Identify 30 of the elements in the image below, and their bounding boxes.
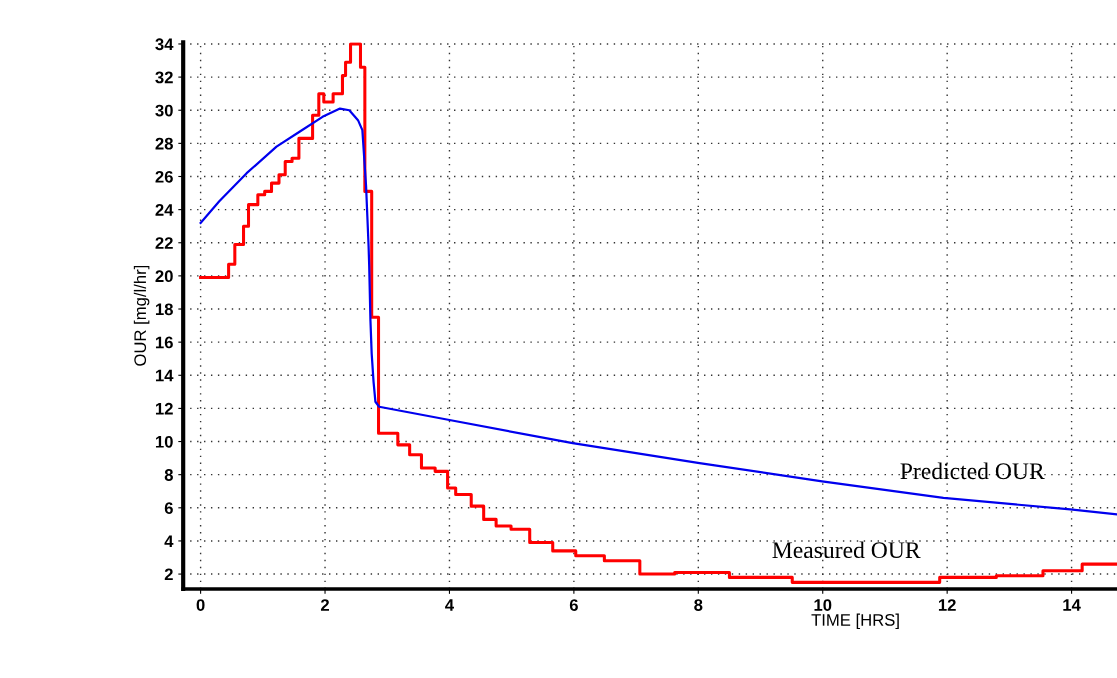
series-label: Predicted OUR [900,462,1045,480]
y-tick-label: 26 [155,170,173,183]
x-tick-label: 4 [445,599,454,611]
y-tick-label: 6 [164,502,173,515]
y-tick-label: 14 [155,369,174,382]
y-tick-label: 34 [155,38,174,51]
x-tick-label: 6 [569,599,578,611]
y-tick-label: 2 [164,568,173,581]
line-series [199,107,1117,516]
y-tick-label: 10 [155,435,173,448]
series-label: Measured OUR [772,541,921,559]
y-tick-label: 22 [155,237,173,249]
y-tick-label: 20 [155,270,173,283]
x-tick-label: 10 [814,599,832,611]
y-tick-label: 8 [164,469,173,481]
y-tick-label: 12 [155,402,173,415]
y-tick-label: 30 [155,104,173,117]
y-tick-label: 18 [155,303,173,316]
x-tick-label: 12 [938,599,956,611]
y-tick-label: 4 [164,535,174,547]
x-tick-label: 0 [196,599,205,611]
x-tick-label: 14 [1063,599,1081,611]
y-axis-title: OUR [mg/l/hr] [133,265,150,366]
x-tick-label: 2 [320,599,329,611]
x-tick-label: 8 [694,599,703,611]
x-axis-title: TIME [HRS] [811,613,899,630]
y-tick-label: 32 [155,71,173,84]
y-tick-label: 24 [155,204,174,216]
y-tick-label: 28 [155,137,173,150]
y-tick-label: 16 [155,336,173,349]
